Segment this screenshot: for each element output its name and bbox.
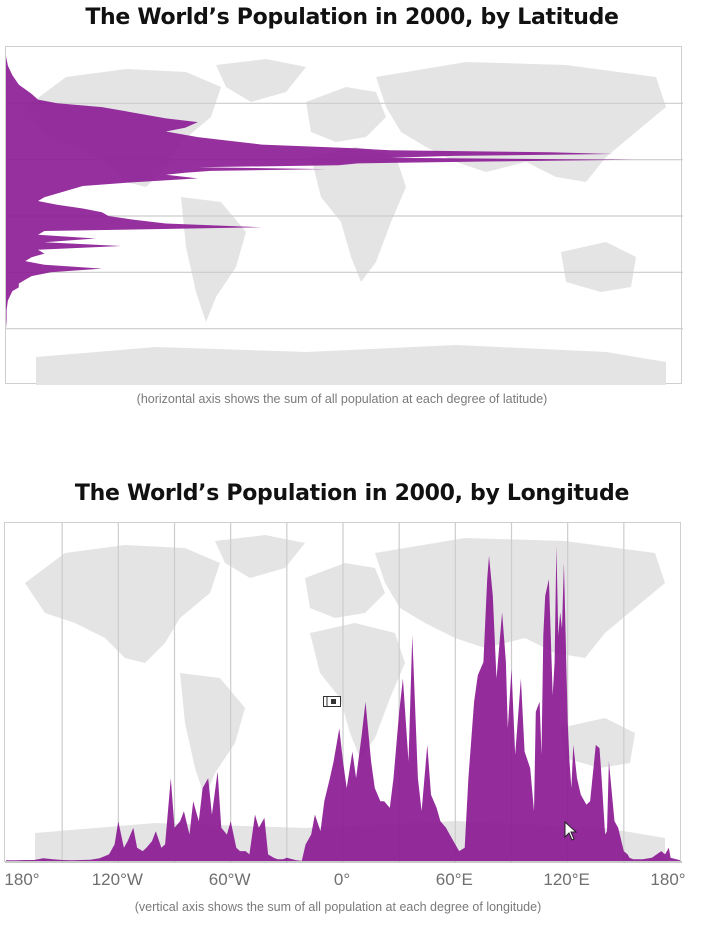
land-shape-0-7 <box>36 345 666 385</box>
latitude-chart-title: The World’s Population in 2000, by Latit… <box>85 5 619 30</box>
latitude-chart-svg <box>6 56 683 385</box>
land-shape-0-4 <box>311 147 406 282</box>
longitude-chart-panel <box>4 522 682 863</box>
longitude-tick-label: 180° <box>650 870 686 889</box>
land-shape-1-3 <box>305 563 385 618</box>
land-shape-1-0 <box>25 545 220 663</box>
latitude-series-area <box>6 56 633 385</box>
land-shape-0-1 <box>216 59 306 102</box>
land-shape-0-6 <box>561 242 636 292</box>
longitude-tick-label: 120°E <box>543 870 590 889</box>
land-shape-0-5 <box>376 62 666 182</box>
land-shape-1-6 <box>560 718 635 768</box>
land-shape-0-3 <box>306 87 386 142</box>
longitude-tick-label: 60°E <box>435 870 473 889</box>
longitude-chart-caption: (vertical axis shows the sum of all popu… <box>134 900 542 914</box>
land-shape-1-1 <box>215 535 305 578</box>
longitude-chart-title: The World’s Population in 2000, by Longi… <box>74 481 630 506</box>
longitude-population-area <box>5 545 682 863</box>
cursor-icon <box>564 820 578 846</box>
longitude-tick-label: 180° <box>4 870 40 889</box>
longitude-tick-label: 120°W <box>91 870 143 889</box>
land-shape-1-4 <box>310 623 405 758</box>
latitude-chart-caption: (horizontal axis shows the sum of all po… <box>136 392 548 406</box>
marker-icon <box>323 695 343 713</box>
latitude-population-area <box>6 56 634 385</box>
land-shape-1-5 <box>375 538 665 658</box>
longitude-series-area <box>6 546 680 861</box>
longitude-tick-label: 0° <box>333 870 351 889</box>
longitude-tick-label: 60°W <box>208 870 251 889</box>
latitude-chart-panel <box>5 46 683 385</box>
longitude-chart-svg <box>5 523 682 863</box>
land-shape-1-2 <box>180 673 245 798</box>
